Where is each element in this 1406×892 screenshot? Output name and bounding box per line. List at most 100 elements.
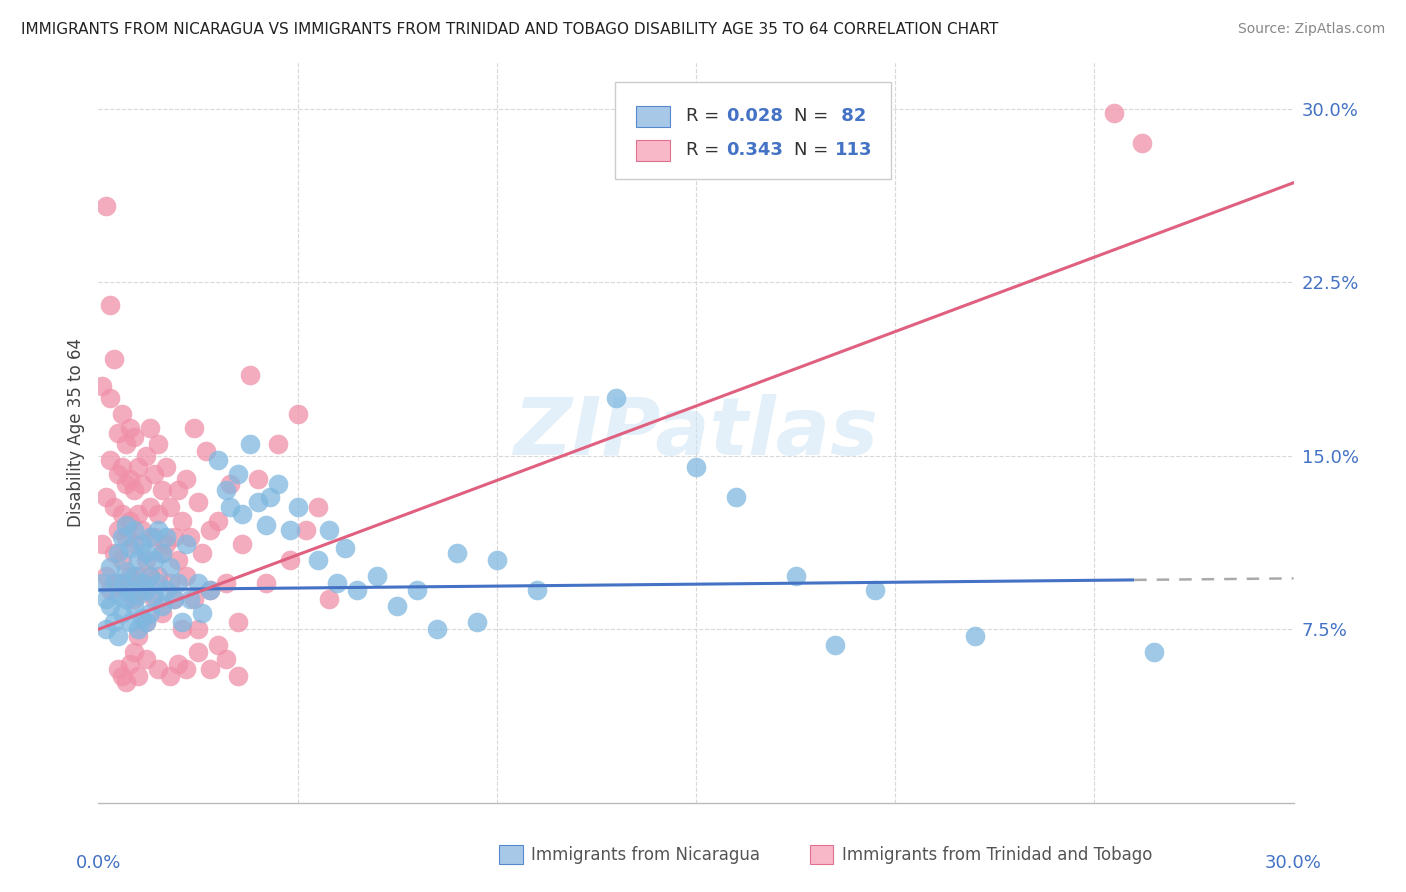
Point <box>96 199 118 213</box>
Point <box>198 523 221 537</box>
Point <box>167 576 190 591</box>
Point <box>155 582 177 597</box>
Point <box>246 472 269 486</box>
Point <box>135 546 157 560</box>
Point <box>150 483 173 498</box>
Text: 0.343: 0.343 <box>725 141 783 159</box>
Point <box>318 523 340 537</box>
Point <box>207 453 229 467</box>
Point <box>120 582 142 597</box>
Point <box>98 559 122 574</box>
Point <box>131 576 153 591</box>
Point <box>155 536 177 550</box>
Point <box>226 467 249 482</box>
Point <box>187 645 209 659</box>
Point <box>167 657 190 671</box>
Point <box>174 536 197 550</box>
Point <box>127 588 149 602</box>
Point <box>139 500 162 514</box>
Point <box>148 437 170 451</box>
Point <box>96 491 118 505</box>
Point <box>267 437 290 451</box>
Point <box>215 483 238 498</box>
Point <box>96 622 118 636</box>
Point <box>98 582 122 597</box>
Point <box>605 391 627 405</box>
FancyBboxPatch shape <box>499 845 523 864</box>
Point <box>143 592 166 607</box>
Point <box>127 668 149 682</box>
Point <box>131 523 153 537</box>
Text: N =: N = <box>794 108 834 126</box>
Point <box>135 615 157 630</box>
Point <box>103 576 125 591</box>
Point <box>96 592 118 607</box>
Point <box>127 629 149 643</box>
Point <box>124 430 146 444</box>
Point <box>96 569 118 583</box>
Point <box>326 576 349 591</box>
Text: 82: 82 <box>835 108 866 126</box>
Text: Immigrants from Nicaragua: Immigrants from Nicaragua <box>531 846 761 863</box>
Point <box>143 553 166 567</box>
Point <box>526 582 548 597</box>
Point <box>107 662 129 676</box>
Point <box>111 507 134 521</box>
Point <box>124 569 146 583</box>
Point <box>287 500 309 514</box>
Text: IMMIGRANTS FROM NICARAGUA VS IMMIGRANTS FROM TRINIDAD AND TOBAGO DISABILITY AGE : IMMIGRANTS FROM NICARAGUA VS IMMIGRANTS … <box>21 22 998 37</box>
Point <box>219 500 242 514</box>
Point <box>111 460 134 475</box>
FancyBboxPatch shape <box>614 82 891 179</box>
Point <box>485 553 508 567</box>
Point <box>111 530 134 544</box>
Point <box>335 541 357 556</box>
Point <box>107 523 129 537</box>
Point <box>135 553 157 567</box>
Point <box>219 476 242 491</box>
Point <box>198 582 221 597</box>
Point <box>259 491 281 505</box>
Point <box>107 467 129 482</box>
Point <box>163 592 186 607</box>
Point <box>198 582 221 597</box>
Point <box>131 582 153 597</box>
Point <box>195 444 218 458</box>
Text: 0.028: 0.028 <box>725 108 783 126</box>
Point <box>98 298 122 312</box>
Point <box>254 576 277 591</box>
Point <box>98 599 122 614</box>
Point <box>724 491 747 505</box>
Point <box>191 606 214 620</box>
Point <box>172 514 194 528</box>
Text: 0.0%: 0.0% <box>76 854 121 871</box>
Point <box>115 518 138 533</box>
Point <box>124 536 146 550</box>
Point <box>1130 136 1153 151</box>
Point <box>124 483 146 498</box>
Point <box>254 518 277 533</box>
Point <box>107 546 129 560</box>
Point <box>111 407 134 421</box>
Point <box>963 629 986 643</box>
Point <box>183 421 205 435</box>
Point <box>155 530 177 544</box>
Point <box>120 657 142 671</box>
Point <box>135 615 157 630</box>
Point <box>150 606 173 620</box>
Point <box>120 615 142 630</box>
Point <box>115 675 138 690</box>
Point <box>135 652 157 666</box>
Point <box>150 599 173 614</box>
Point <box>198 662 221 676</box>
Point <box>127 569 149 583</box>
Point <box>111 576 134 591</box>
Text: Immigrants from Trinidad and Tobago: Immigrants from Trinidad and Tobago <box>842 846 1152 863</box>
Point <box>426 622 449 636</box>
Point <box>163 530 186 544</box>
Point <box>103 500 125 514</box>
Point <box>111 668 134 682</box>
Point <box>124 599 146 614</box>
Point <box>111 553 134 567</box>
Point <box>120 541 142 556</box>
